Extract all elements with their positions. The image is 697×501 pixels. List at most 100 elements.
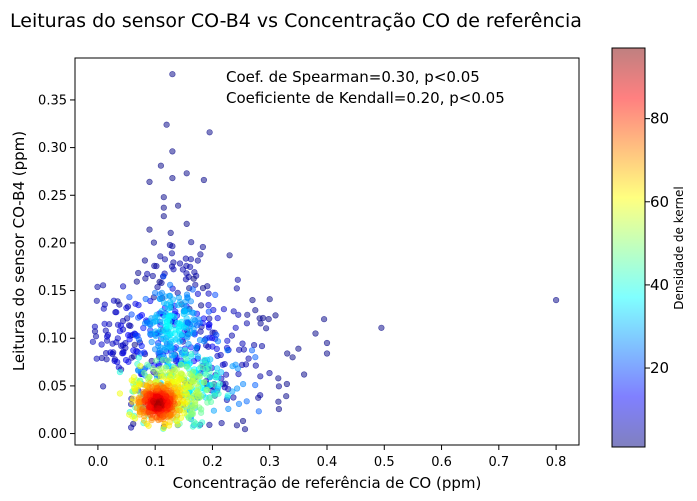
x-tick-label: 0.0 — [88, 455, 109, 470]
data-point — [378, 324, 385, 331]
data-point — [94, 283, 101, 291]
data-point — [160, 384, 167, 391]
data-point — [234, 276, 241, 283]
data-point — [128, 354, 135, 361]
data-point — [142, 295, 149, 303]
data-point — [206, 368, 213, 375]
data-point — [157, 253, 164, 260]
y-tick-label: 0.30 — [38, 141, 67, 156]
data-point — [222, 380, 229, 387]
data-point — [163, 301, 170, 308]
data-point — [167, 374, 174, 381]
data-point — [164, 402, 171, 409]
data-point — [103, 356, 110, 363]
data-point — [209, 343, 216, 350]
data-point — [245, 355, 252, 362]
data-point — [186, 370, 193, 378]
data-point — [194, 322, 201, 329]
data-point — [157, 162, 164, 169]
data-point — [181, 308, 188, 315]
data-point — [145, 403, 153, 411]
kendall-annotation: Coeficiente de Kendall=0.20, p<0.05 — [226, 89, 505, 107]
data-point — [258, 343, 266, 350]
data-point — [165, 412, 172, 420]
data-point — [217, 351, 224, 359]
data-point — [110, 297, 117, 304]
data-point — [165, 357, 172, 364]
data-point — [98, 341, 105, 348]
x-tick-label: 0.7 — [488, 455, 509, 470]
x-tick-label: 0.4 — [317, 455, 338, 470]
data-point — [182, 324, 189, 331]
data-point — [123, 304, 130, 312]
data-point — [126, 411, 133, 418]
data-point — [122, 340, 129, 347]
data-point — [184, 319, 191, 326]
data-point — [215, 390, 222, 397]
data-point — [93, 297, 100, 304]
data-point — [100, 305, 107, 312]
data-point — [156, 278, 163, 286]
data-point — [193, 344, 200, 351]
data-point — [301, 371, 308, 378]
data-point — [132, 387, 139, 395]
data-point — [552, 297, 560, 304]
data-point — [257, 392, 264, 399]
data-point — [275, 383, 283, 390]
data-point — [103, 333, 111, 340]
data-point — [275, 398, 282, 405]
y-tick-label: 0.10 — [38, 332, 67, 347]
data-point — [161, 347, 168, 354]
data-point — [187, 256, 194, 263]
data-point — [186, 383, 193, 391]
data-point — [214, 338, 222, 345]
data-point — [135, 383, 142, 390]
x-axis-label: Concentração de referência de CO (ppm) — [173, 474, 482, 492]
data-point — [119, 283, 127, 290]
data-point — [230, 308, 237, 315]
data-point — [178, 370, 185, 377]
data-point — [175, 202, 182, 209]
data-point — [146, 226, 153, 233]
data-point — [205, 290, 212, 297]
data-point — [216, 380, 223, 388]
data-point — [188, 395, 195, 402]
data-point — [312, 330, 319, 337]
data-point — [182, 389, 189, 396]
data-point — [275, 375, 282, 382]
data-point — [99, 282, 107, 289]
spearman-annotation: Coef. de Spearman=0.30, p<0.05 — [226, 68, 480, 86]
data-point — [263, 325, 270, 332]
data-point — [197, 251, 204, 258]
data-point — [233, 285, 240, 292]
data-point — [141, 369, 148, 377]
data-point — [135, 354, 142, 361]
data-point — [183, 363, 190, 370]
data-point — [118, 342, 125, 350]
data-point — [240, 381, 247, 388]
data-point — [182, 255, 189, 262]
data-point — [219, 361, 226, 368]
data-point — [183, 170, 190, 177]
data-point — [183, 291, 191, 298]
data-point — [213, 370, 221, 377]
data-point — [265, 316, 272, 323]
data-point — [152, 328, 159, 335]
data-point — [120, 350, 127, 357]
data-point — [188, 377, 195, 385]
colorbar-label: Densidade de kernel — [672, 186, 686, 309]
data-point — [145, 422, 152, 429]
data-point — [192, 281, 199, 288]
data-point — [163, 393, 170, 400]
data-point — [175, 327, 183, 334]
data-point — [128, 424, 135, 431]
data-point — [184, 334, 191, 341]
y-tick-label: 0.35 — [38, 93, 67, 108]
plot-area: 0.0 0.1 0.2 0.3 0.4 0.5 0.6 0.7 0.8 0.00 0.05 0.10… — [38, 57, 580, 470]
data-point — [252, 354, 259, 361]
data-point — [228, 332, 235, 339]
data-point — [182, 347, 189, 354]
y-tick-label: 0.00 — [38, 427, 67, 442]
data-point — [150, 397, 157, 405]
